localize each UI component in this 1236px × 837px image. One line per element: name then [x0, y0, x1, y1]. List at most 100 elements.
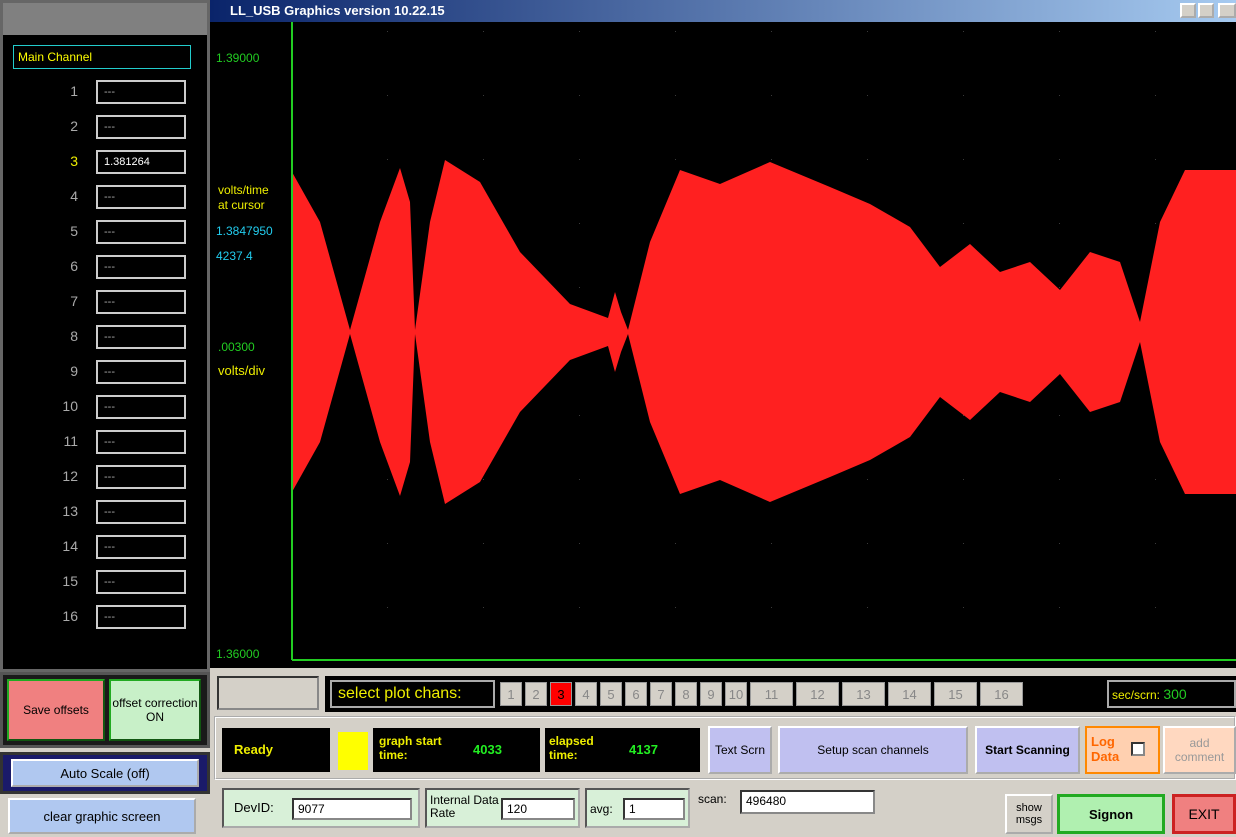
channel-number: 15 — [62, 573, 78, 589]
state: Ready — [222, 728, 330, 772]
channel-value: --- — [96, 535, 186, 559]
select-label: select plot chans: — [330, 680, 495, 708]
start-button[interactable]: Start Scanning — [975, 726, 1080, 774]
text-screen-button[interactable]: Text Scrn — [708, 726, 772, 774]
title-bar: LL_USB Graphics version 10.22.15 — [210, 0, 1236, 22]
plot-channel-button[interactable]: 7 — [650, 682, 672, 706]
devid-box: DevID: 9077 — [222, 788, 420, 828]
plot-channel-button[interactable]: 5 — [600, 682, 622, 706]
plot-channel-button[interactable]: 11 — [750, 682, 793, 706]
channel-value: --- — [96, 115, 186, 139]
channel-number: 5 — [70, 223, 78, 239]
sec-scrn: sec/scrn: 300 — [1107, 680, 1236, 708]
close-button[interactable] — [1218, 3, 1236, 18]
cursor-label: at cursor — [218, 198, 265, 212]
channel-value: 1.381264 — [96, 150, 186, 174]
cursor-volts: 1.3847950 — [216, 224, 273, 238]
plot-channel-button[interactable]: 1 — [500, 682, 522, 706]
minimize-button[interactable] — [1180, 3, 1196, 18]
plot-channel-button[interactable]: 9 — [700, 682, 722, 706]
avg-select[interactable]: 1 — [623, 798, 685, 820]
panel-header — [3, 3, 207, 35]
devid-label: DevID: — [234, 800, 274, 815]
window-title: LL_USB Graphics version 10.22.15 — [230, 3, 445, 18]
y-min-label: 1.36000 — [216, 647, 260, 661]
channel-value: --- — [96, 255, 186, 279]
setup-button[interactable]: Setup scan channels — [778, 726, 968, 774]
avg-label: avg: — [590, 802, 613, 816]
scan-label: scan: — [698, 792, 727, 806]
offset-correction-button[interactable]: offset correction ON — [109, 679, 201, 741]
plot: 1.39000 1.36000 volts/time at cursor 1.3… — [210, 22, 1236, 668]
cursor-time: 4237.4 — [216, 249, 253, 263]
channel-number: 2 — [70, 118, 78, 134]
elapsed-box: elapsed time: 4137 — [545, 728, 700, 772]
rate-select[interactable]: 120 — [501, 798, 575, 820]
y-max-label: 1.39000 — [216, 51, 260, 65]
plot-channel-button[interactable]: 8 — [675, 682, 697, 706]
elapsed-label: elapsed time: — [549, 734, 594, 762]
plot-channel-button[interactable]: 3 — [550, 682, 572, 706]
graph-start-box: graph start time: 4033 — [373, 728, 540, 772]
plot-channel-button[interactable]: 13 — [842, 682, 885, 706]
graph-start: 4033 — [473, 742, 502, 757]
plot-channel-button[interactable]: 12 — [796, 682, 839, 706]
plot-channel-button[interactable]: 16 — [980, 682, 1023, 706]
auto-scale-frame: Auto Scale (off) — [0, 752, 210, 794]
channel-value: --- — [96, 80, 186, 104]
channel-number: 12 — [62, 468, 78, 484]
channel-number: 14 — [62, 538, 78, 554]
graph-start-label: graph start time: — [379, 734, 442, 762]
signon-button[interactable]: Signon — [1057, 794, 1165, 834]
channel-value: --- — [96, 465, 186, 489]
channel-value: --- — [96, 395, 186, 419]
log-checkbox[interactable] — [1131, 742, 1145, 756]
channel-number: 9 — [70, 363, 78, 379]
channel-number: 7 — [70, 293, 78, 309]
plot-channel-button[interactable]: 10 — [725, 682, 747, 706]
waveform — [292, 160, 1236, 504]
channel-number: 8 — [70, 328, 78, 344]
scale-value: .00300 — [218, 340, 255, 354]
clear-screen-button[interactable]: clear graphic screen — [8, 798, 196, 834]
channel-number: 1 — [70, 83, 78, 99]
channel-value: --- — [96, 290, 186, 314]
elapsed: 4137 — [629, 742, 658, 757]
main-channel: Main Channel — [13, 45, 191, 69]
save-offsets-button[interactable]: Save offsets — [7, 679, 105, 741]
add-comment-button[interactable]: add comment — [1163, 726, 1236, 774]
plot-channel-button[interactable]: 15 — [934, 682, 977, 706]
channel-number: 11 — [63, 433, 78, 449]
plot-channel-button[interactable]: 4 — [575, 682, 597, 706]
offset-box: Save offsets offset correction ON — [0, 672, 210, 748]
channel-number: 13 — [62, 503, 78, 519]
channel-number: 4 — [70, 188, 78, 204]
channel-value: --- — [96, 185, 186, 209]
devid-input[interactable]: 9077 — [292, 798, 412, 820]
scan-value: 496480 — [740, 790, 875, 814]
channel-value: --- — [96, 360, 186, 384]
auto-scale-button[interactable]: Auto Scale (off) — [11, 759, 199, 787]
scale-unit: volts/div — [218, 363, 265, 378]
blank-box — [217, 676, 319, 710]
log-data-label: Log Data — [1091, 734, 1120, 764]
channel-value: --- — [96, 220, 186, 244]
plot-channel-button[interactable]: 14 — [888, 682, 931, 706]
plot-channel-button[interactable]: 2 — [525, 682, 547, 706]
show-msgs-button[interactable]: show msgs — [1005, 794, 1053, 834]
channel-number: 10 — [62, 398, 78, 414]
maximize-button[interactable] — [1198, 3, 1214, 18]
cursor-label: volts/time — [218, 183, 269, 197]
channel-number: 3 — [70, 153, 78, 169]
rate-label: Internal Data Rate — [430, 793, 499, 820]
channel-value: --- — [96, 500, 186, 524]
plot-chans-bar: select plot chans: 1 2 3 4 5 6 7 8 9 10 11 12 13 14 15… — [325, 676, 1236, 712]
exit-button[interactable]: EXIT — [1172, 794, 1236, 834]
channel-value: --- — [96, 325, 186, 349]
sec-label: sec/scrn: — [1112, 688, 1161, 702]
channel-value: --- — [96, 605, 186, 629]
channel-number: 6 — [70, 258, 78, 274]
channel-value: --- — [96, 570, 186, 594]
plot-channel-button[interactable]: 6 — [625, 682, 647, 706]
